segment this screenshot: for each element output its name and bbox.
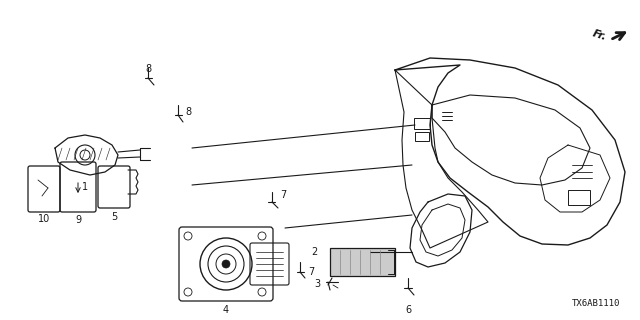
Text: 4: 4	[223, 305, 229, 315]
Text: 10: 10	[38, 214, 50, 224]
Text: TX6AB1110: TX6AB1110	[572, 299, 620, 308]
Bar	[330, 248, 395, 276]
Bar	[414, 118, 430, 129]
Text: 6: 6	[405, 305, 411, 315]
Text: 8: 8	[145, 64, 151, 74]
Text: 8: 8	[185, 107, 191, 117]
Text: 2: 2	[312, 247, 318, 257]
Text: 9: 9	[75, 215, 81, 225]
Bar	[568, 190, 590, 205]
Text: 5: 5	[111, 212, 117, 222]
Bar	[415, 132, 429, 141]
Text: Fr.: Fr.	[591, 28, 609, 42]
Text: 7: 7	[280, 190, 286, 200]
Text: 1: 1	[82, 182, 88, 192]
Text: 3: 3	[314, 279, 320, 289]
Circle shape	[222, 260, 230, 268]
Text: 7: 7	[308, 267, 314, 277]
